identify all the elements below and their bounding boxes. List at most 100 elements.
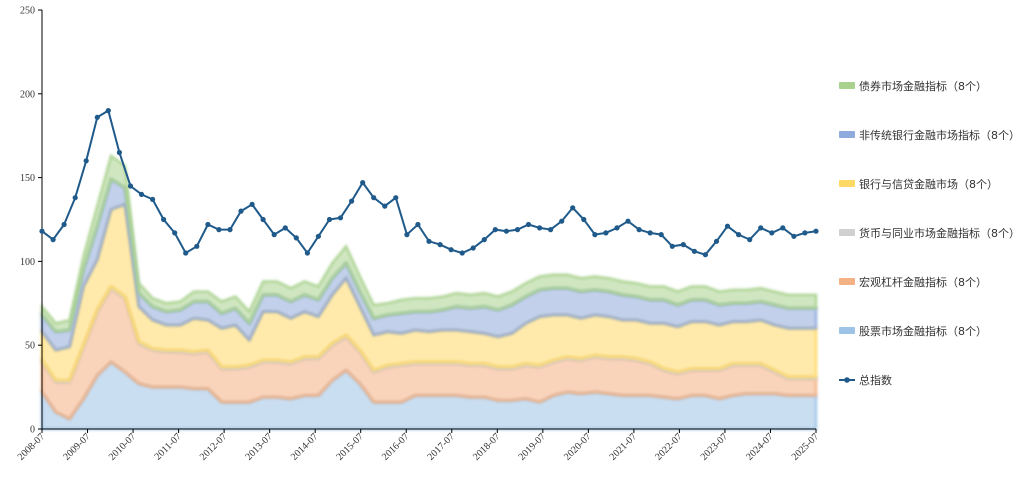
total-index-point — [437, 242, 443, 248]
legend-label: 债券市场金融指标（8个） — [859, 79, 987, 93]
total-index-point — [581, 216, 587, 223]
total-index-point — [326, 216, 333, 223]
x-tick-label: 2008-07 — [16, 431, 47, 462]
total-index-point — [503, 228, 509, 234]
total-index-point — [702, 252, 709, 258]
total-index-point — [194, 243, 200, 249]
total-index-point — [448, 247, 454, 253]
total-index-point — [150, 196, 156, 202]
total-index-point — [360, 180, 366, 186]
total-index-point — [382, 203, 388, 209]
x-tick-label: 2009-07 — [61, 431, 92, 462]
total-index-point — [724, 223, 731, 229]
x-tick-label: 2021-07 — [608, 431, 639, 462]
x-tick-label: 2022-07 — [653, 431, 684, 462]
total-index-point — [127, 183, 134, 189]
total-index-point — [337, 215, 344, 221]
total-index-point — [548, 227, 554, 233]
x-tick-label: 2020-07 — [562, 431, 593, 462]
total-index-point — [525, 221, 532, 228]
total-index-point — [603, 230, 609, 236]
total-index-point — [304, 250, 310, 256]
total-index-point — [537, 225, 543, 231]
total-index-point — [293, 235, 299, 241]
total-index-point — [780, 225, 786, 231]
total-index-point — [680, 242, 686, 248]
total-index-point — [625, 218, 631, 224]
legend-swatch — [839, 327, 855, 334]
area-series-6 — [40, 153, 818, 334]
total-index-point — [315, 233, 321, 239]
legend-marker — [844, 377, 850, 383]
total-index-point — [802, 230, 808, 236]
total-index-point — [138, 191, 145, 197]
y-tick-label: 0 — [30, 425, 35, 436]
total-index-point — [393, 195, 399, 201]
legend: 债券市场金融指标（8个） 非传统银行金融市场指标（8个） 银行与信贷金融市场（8个）… — [839, 79, 1020, 387]
x-tick-label: 2017-07 — [426, 431, 457, 462]
total-index-point — [592, 232, 598, 238]
legend-swatch — [839, 229, 855, 236]
total-index-line — [39, 108, 819, 258]
total-index-point — [61, 221, 67, 228]
x-tick-label: 2013-07 — [243, 431, 274, 462]
stacked-areas — [40, 153, 818, 431]
x-tick-label: 2015-07 — [334, 431, 365, 462]
legend-label: 股票市场金融指标（8个） — [859, 324, 987, 338]
total-index-point — [72, 195, 78, 201]
total-index-point — [636, 227, 642, 233]
total-index-point — [50, 237, 56, 243]
legend-label: 宏观杠杆金融指标（8个） — [859, 275, 987, 289]
total-index-point — [559, 218, 565, 224]
total-index-point — [747, 237, 753, 243]
y-tick-label: 150 — [20, 173, 35, 184]
legend-label: 非传统银行金融市场指标（8个） — [859, 128, 1020, 142]
total-index-point — [161, 216, 167, 223]
total-index-point — [238, 208, 244, 214]
y-tick-label: 50 — [25, 341, 35, 352]
total-index-point — [227, 227, 233, 233]
total-index-point — [470, 245, 476, 251]
legend-label: 货币与同业市场金融指标（8个） — [859, 226, 1020, 240]
total-index-point — [669, 243, 675, 249]
total-index-point — [614, 225, 620, 231]
total-index-point — [271, 232, 277, 238]
total-index-point — [758, 225, 764, 231]
total-index-point — [371, 195, 377, 201]
x-tick-label: 2024-07 — [744, 431, 775, 462]
total-index-point — [116, 149, 122, 156]
x-tick-label: 2019-07 — [517, 431, 548, 462]
total-index-point — [658, 232, 664, 238]
total-index-point — [492, 227, 498, 233]
total-index-point — [216, 227, 222, 233]
total-index-point — [769, 230, 775, 236]
total-index-point — [426, 238, 432, 244]
total-index-point — [404, 232, 410, 238]
legend-swatch — [839, 278, 855, 285]
total-index-point — [249, 201, 255, 207]
total-index-point — [183, 250, 189, 256]
total-index-point — [205, 221, 211, 228]
y-tick-label: 250 — [20, 6, 35, 17]
total-index-point — [349, 198, 355, 204]
total-index-point — [260, 216, 266, 223]
y-tick-label: 200 — [20, 89, 35, 100]
x-tick-label: 2014-07 — [289, 431, 320, 462]
total-index-point — [791, 233, 797, 239]
total-index-point — [570, 205, 576, 211]
total-index-point — [736, 232, 742, 238]
legend-label-total: 总指数 — [859, 373, 892, 387]
x-tick-label: 2023-07 — [699, 431, 730, 462]
legend-swatch — [839, 131, 855, 138]
total-index-point — [39, 228, 45, 234]
x-tick-label: 2025-07 — [790, 431, 821, 462]
total-index-point — [83, 158, 89, 164]
total-index-point — [105, 108, 111, 114]
total-index-path — [41, 109, 817, 256]
x-tick-label: 2018-07 — [471, 431, 502, 462]
total-index-point — [282, 225, 288, 231]
total-index-point — [647, 230, 653, 236]
total-index-point — [691, 248, 698, 254]
y-tick-label: 100 — [20, 257, 35, 268]
total-index-point — [94, 114, 100, 120]
